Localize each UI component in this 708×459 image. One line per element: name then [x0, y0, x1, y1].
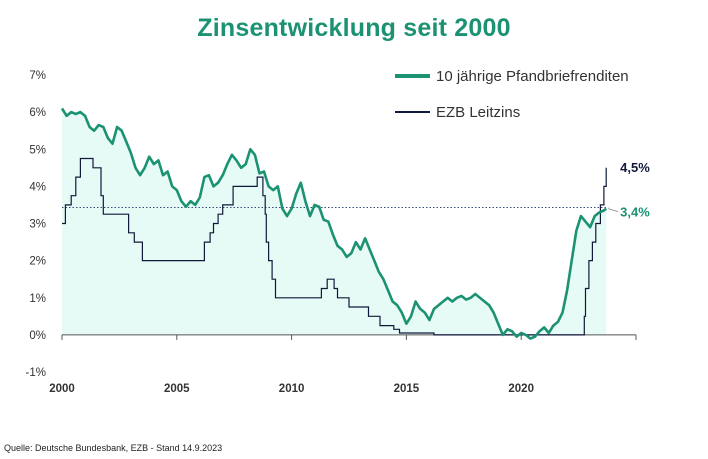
- axis-layer: -1% 0% 1% 2% 3% 4% 5% 6% 7% 2000 2005 2010 2015 2020: [26, 70, 637, 395]
- source-note: Quelle: Deutsche Bundesbank, EZB - Stand…: [4, 443, 223, 453]
- y-tick-label: 4%: [29, 181, 46, 193]
- y-tick-label: 3%: [29, 219, 46, 231]
- ezb-end-label: 4,5%: [620, 160, 650, 175]
- series-1-area: [62, 108, 607, 339]
- pfandbrief-end-label: 3,4%: [620, 205, 650, 220]
- legend-label-ezb: EZB Leitzins: [436, 104, 520, 121]
- series-pfandbrief-line: [60, 107, 608, 340]
- legend: 10 jährige Pfandbriefrenditen EZB Leitzin…: [395, 68, 629, 121]
- series-ezb-line: [62, 157, 607, 336]
- y-tick-label: -1%: [26, 367, 46, 379]
- pfandbrief-end-connector: [608, 208, 619, 213]
- y-tick-label: 1%: [29, 293, 46, 305]
- y-tick-label: 6%: [29, 107, 46, 119]
- y-tick-label: 5%: [29, 144, 46, 156]
- x-tick-label: 2010: [279, 383, 305, 395]
- series-layer: [60, 107, 608, 340]
- label-layer: 4,5% 3,4%: [608, 160, 650, 220]
- x-tick-label: 2015: [394, 383, 420, 395]
- x-tick-label: 2000: [49, 383, 75, 395]
- fill-layer: [62, 108, 607, 339]
- legend-label-pfandbrief: 10 jährige Pfandbriefrenditen: [436, 68, 629, 85]
- y-tick-label: 7%: [29, 70, 46, 82]
- x-tick-label: 2020: [508, 383, 534, 395]
- y-tick-label: 2%: [29, 256, 46, 268]
- x-tick-label: 2005: [164, 383, 190, 395]
- chart-title: Zinsentwicklung seit 2000: [197, 14, 511, 42]
- y-tick-label: 0%: [29, 330, 46, 342]
